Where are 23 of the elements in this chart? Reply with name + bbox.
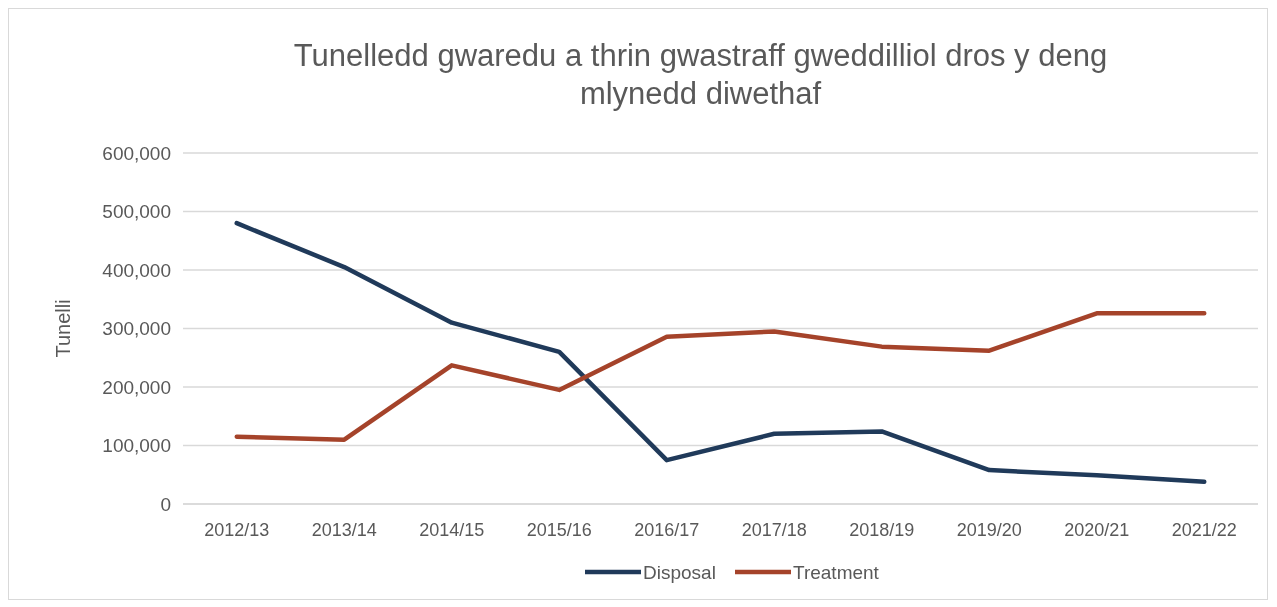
x-tick-label: 2017/18: [741, 520, 807, 540]
x-tick-label: 2013/14: [311, 520, 377, 540]
x-tick-label: 2021/22: [1171, 520, 1237, 540]
y-tick-label: 300,000: [102, 318, 171, 340]
y-tick-label: 500,000: [102, 201, 171, 223]
legend-label: Treatment: [793, 561, 880, 583]
line-series: [234, 311, 1207, 442]
y-tick-label: 600,000: [102, 142, 171, 164]
x-tick-label: 2019/20: [956, 520, 1022, 540]
y-tick-label: 200,000: [102, 376, 171, 398]
x-tick-label: 2015/16: [526, 520, 592, 540]
y-axis-title: Tunelli: [52, 299, 74, 358]
x-tick-label: 2020/21: [1064, 520, 1130, 540]
x-tick-label: 2014/15: [419, 520, 485, 540]
y-tick-label: 0: [160, 493, 171, 515]
y-tick-label: 400,000: [102, 259, 171, 281]
legend-label: Disposal: [643, 561, 716, 583]
chart-title: Tunelledd gwaredu a thrin gwastraff gweddilliol dros y deng mlynedd diwethaf: [293, 38, 1108, 111]
x-tick-label: 2016/17: [634, 520, 700, 540]
y-tick-label: 100,000: [102, 435, 171, 457]
line-series: [234, 220, 1207, 485]
x-tick-label: 2018/19: [849, 520, 915, 540]
x-tick-label: 2012/13: [204, 520, 270, 540]
